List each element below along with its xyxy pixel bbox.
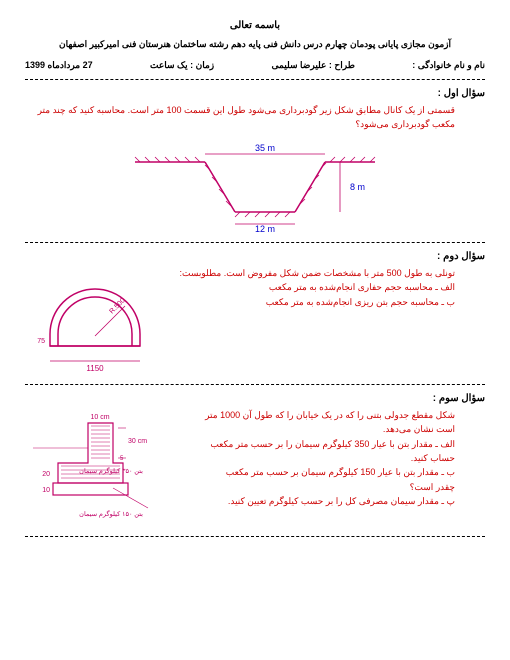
date: 27 مردادماه 1399 [25, 60, 93, 71]
svg-text:20: 20 [42, 471, 50, 478]
svg-text:10: 10 [42, 487, 50, 494]
svg-text:1150: 1150 [86, 364, 104, 373]
svg-text:75: 75 [37, 338, 45, 345]
q3-diagram: 10 cm 30 cm 20 10 5 بتن ۳۵۰ کیلوگرم سیما… [25, 408, 205, 528]
svg-text:12 m: 12 m [255, 224, 275, 232]
svg-text:8 m: 8 m [350, 182, 365, 192]
svg-text:35 m: 35 m [255, 143, 275, 153]
q1-text: قسمتی از یک کانال مطابق شکل زیر گودبردار… [25, 103, 455, 132]
divider [25, 242, 485, 243]
q2-diagram: R.500 75 1150 [25, 266, 165, 376]
q3-text: شکل مقطع جدولی بتنی را که در یک خیابان ر… [205, 408, 455, 509]
svg-text:30 cm: 30 cm [128, 438, 147, 445]
q1-diagram: 35 m 12 m 8 m [25, 142, 485, 232]
q2-label: سؤال دوم : [25, 251, 485, 262]
q1-label: سؤال اول : [25, 88, 485, 99]
divider [25, 79, 485, 80]
svg-text:10 cm: 10 cm [90, 414, 109, 421]
q2-text: تونلی به طول 500 متر با مشخصات ضمن شکل م… [165, 266, 455, 309]
info-row: نام و نام خانوادگی : طراح : علیرضا سلیمی… [25, 60, 485, 71]
designer: طراح : علیرضا سلیمی [272, 60, 355, 71]
doc-title: باسمه تعالی [25, 20, 485, 31]
doc-subtitle: آزمون مجازی پایانی پودمان چهارم درس دانش… [25, 39, 485, 50]
divider [25, 536, 485, 537]
svg-text:بتن ۳۵۰ کیلوگرم سیمان: بتن ۳۵۰ کیلوگرم سیمان [79, 466, 143, 475]
divider [25, 384, 485, 385]
name-label: نام و نام خانوادگی : [412, 60, 485, 71]
svg-text:5: 5 [120, 456, 124, 462]
time: زمان : یک ساعت [150, 60, 214, 71]
q3-label: سؤال سوم : [25, 393, 485, 404]
svg-text:بتن ۱۵۰ کیلوگرم سیمان: بتن ۱۵۰ کیلوگرم سیمان [79, 509, 143, 518]
